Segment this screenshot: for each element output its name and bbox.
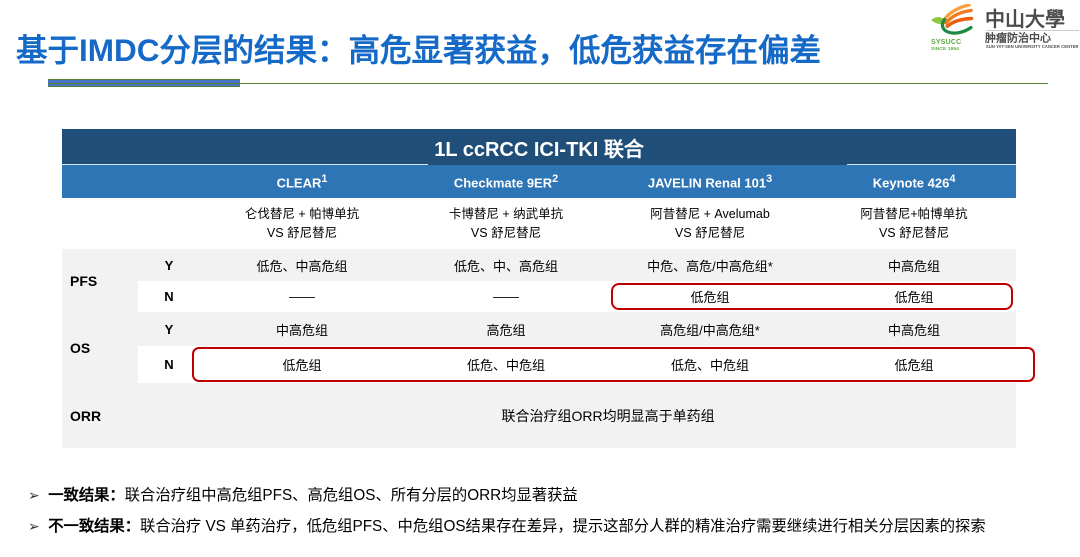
svg-text:SINCE 1964: SINCE 1964	[931, 46, 959, 51]
svg-text:肿瘤防治中心: 肿瘤防治中心	[985, 31, 1051, 45]
svg-text:中山大學: 中山大學	[985, 7, 1065, 31]
svg-text:SYSUCC: SYSUCC	[931, 39, 961, 46]
svg-text:SUN YAT-SEN UNIVERSITY CANCER: SUN YAT-SEN UNIVERSITY CANCER CENTER	[986, 44, 1079, 49]
